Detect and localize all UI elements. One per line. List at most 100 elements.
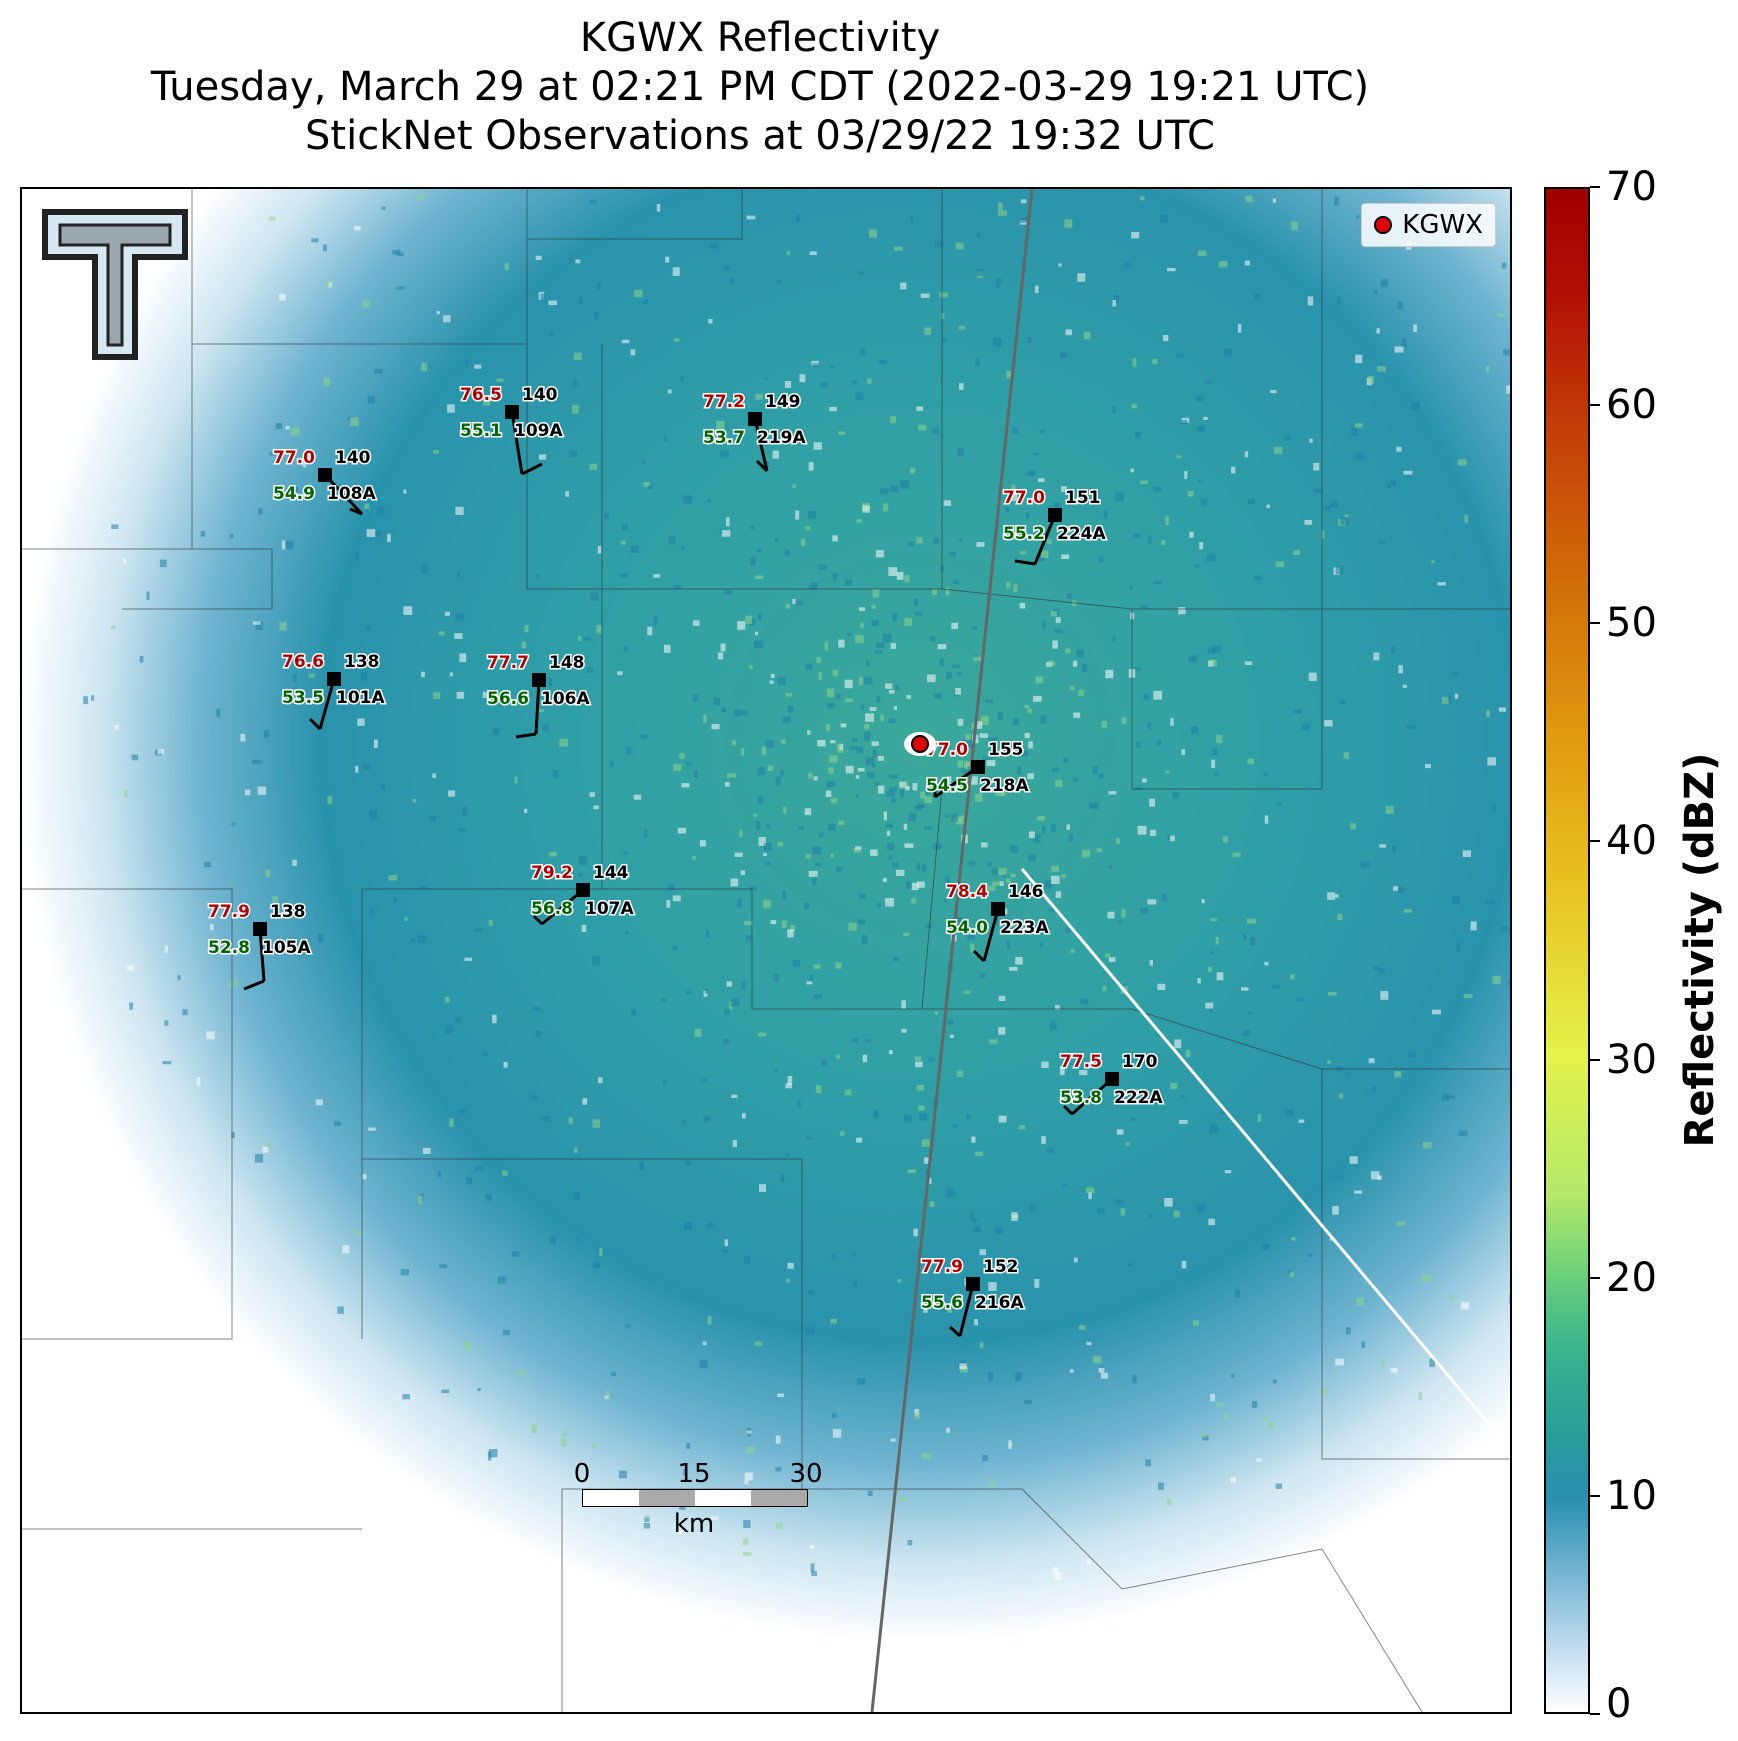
station-id: 224A: [1057, 524, 1106, 544]
wind-barb-flag: [349, 507, 363, 516]
wind-barb-staff: [934, 765, 979, 799]
station-pres: 140: [522, 385, 558, 405]
station-108A[interactable]: 77.0 140 54.9 108A: [272, 447, 378, 516]
station-dew: 55.1: [460, 421, 502, 441]
colorbar-tickmark: [1590, 404, 1600, 407]
station-dew: 55.2: [1003, 524, 1045, 544]
wind-barb-flag: [972, 949, 986, 963]
wind-barb-staff: [510, 411, 524, 475]
station-temp: 77.5: [1060, 1052, 1102, 1072]
station-dew: 56.6: [487, 689, 529, 709]
wind-barb-flag: [755, 459, 769, 473]
colorbar-tickmark: [1590, 1494, 1600, 1497]
colorbar-tickmark: [1590, 1276, 1600, 1279]
colorbar-tick-label: 50: [1606, 600, 1657, 647]
station-id: 106A: [541, 689, 590, 709]
station-temp: 77.9: [208, 902, 250, 922]
station-224A[interactable]: 77.0 151 55.2 224A: [1002, 487, 1108, 566]
station-marker: [505, 405, 519, 419]
station-222A[interactable]: 77.5 170 53.8 222A: [1059, 1051, 1165, 1116]
station-223A[interactable]: 78.4 146 54.0 223A: [945, 881, 1051, 963]
wind-barb-flag: [308, 717, 322, 731]
station-101A[interactable]: 76.6 138 53.5 101A: [281, 651, 387, 731]
station-marker: [748, 412, 762, 426]
legend-marker: [1374, 216, 1393, 234]
wind-barb-staff: [1033, 514, 1057, 565]
wind-barb-staff: [534, 679, 541, 735]
station-id: 218A: [980, 776, 1029, 796]
colorbar-tickmark: [1590, 1058, 1600, 1061]
reflectivity-speckle: [83, 194, 1510, 1581]
highway-line: [870, 189, 1034, 1712]
station-temp: 77.7: [487, 653, 529, 673]
station-temp: 78.4: [946, 882, 988, 902]
station-marker: [1105, 1072, 1119, 1086]
station-107A[interactable]: 79.2 144 56.8 107A: [530, 862, 636, 926]
station-106A[interactable]: 77.7 148 56.6 106A: [486, 652, 592, 739]
station-216A[interactable]: 77.9 152 55.6 216A: [920, 1256, 1026, 1338]
kgwx-radar-site[interactable]: [911, 735, 929, 753]
title-line-1: KGWX Reflectivity: [579, 15, 941, 61]
station-marker: [327, 672, 341, 686]
title-line-3: StickNet Observations at 03/29/22 19:32 …: [305, 113, 1215, 159]
colorbar: [1544, 187, 1590, 1714]
station-109A[interactable]: 76.5 140 55.1 109A: [459, 384, 565, 476]
colorbar-tickmark: [1590, 186, 1600, 188]
station-pres: 140: [335, 448, 371, 468]
station-219A[interactable]: 77.2 149 53.7 219A: [702, 391, 808, 473]
sticknet-stations: 76.5 140 55.1 109A 77.2 149 53.7 219A 77.0 140 54.…: [207, 384, 1165, 1338]
station-pres: 152: [983, 1257, 1019, 1277]
station-temp: 76.5: [460, 385, 502, 405]
station-id: 101A: [336, 688, 385, 708]
station-dew: 53.8: [1060, 1088, 1102, 1108]
wind-barb-flag: [948, 1325, 962, 1338]
wind-barb-staff: [258, 928, 266, 982]
station-dew: 53.7: [703, 428, 745, 448]
station-pres: 146: [1008, 882, 1044, 902]
station-marker: [966, 1277, 980, 1291]
station-marker: [318, 468, 332, 482]
station-dew: 56.8: [531, 899, 573, 919]
station-pres: 149: [765, 392, 801, 412]
station-id: 216A: [975, 1293, 1024, 1313]
map-legend: KGWX: [1361, 203, 1496, 247]
colorbar-tickmark: [1590, 840, 1600, 843]
wind-barb-flag: [1014, 559, 1036, 566]
station-pres: 155: [988, 740, 1024, 760]
station-temp: 77.9: [921, 1257, 963, 1277]
colorbar-tick-label: 70: [1606, 164, 1657, 210]
station-105A[interactable]: 77.9 138 52.8 105A: [207, 901, 313, 991]
wind-barb-staff: [958, 1283, 975, 1337]
station-temp: 79.2: [531, 863, 573, 883]
station-marker: [576, 883, 590, 897]
station-marker: [991, 902, 1005, 916]
station-dew: 52.8: [208, 938, 250, 958]
station-id: 222A: [1114, 1088, 1163, 1108]
station-id: 107A: [585, 899, 634, 919]
colorbar-tick-label: 0: [1606, 1681, 1632, 1727]
colorbar-tickmark: [1590, 1713, 1600, 1715]
radar-beam-blockage: [1020, 868, 1510, 1450]
radar-map[interactable]: 76.5 140 55.1 109A 77.2 149 53.7 219A 77.0 140 54.…: [20, 187, 1512, 1714]
station-pres: 151: [1065, 488, 1101, 508]
colorbar-tick-label: 20: [1606, 1254, 1657, 1301]
station-temp: 76.6: [282, 652, 324, 672]
colorbar-tickmark: [1590, 622, 1600, 625]
scale-tick-0: 0: [573, 1459, 591, 1489]
station-temp: 77.2: [703, 392, 745, 412]
station-pres: 170: [1122, 1052, 1158, 1072]
station-id: 108A: [327, 484, 376, 504]
county-boundaries: [22, 189, 1510, 1712]
station-id: 219A: [757, 428, 806, 448]
station-pres: 144: [593, 863, 629, 883]
scale-segments: [582, 1489, 808, 1507]
radar-map-canvas: 76.5 140 55.1 109A 77.2 149 53.7 219A 77.0 140 54.…: [22, 189, 1510, 1712]
station-pres: 148: [549, 653, 585, 673]
station-dew: 54.5: [926, 776, 968, 796]
station-temp: 77.0: [273, 448, 315, 468]
scale-bar: 0 15 30 km: [572, 1459, 832, 1539]
station-id: 105A: [262, 938, 311, 958]
colorbar-tick-label: 40: [1606, 818, 1657, 865]
station-marker: [253, 922, 267, 936]
